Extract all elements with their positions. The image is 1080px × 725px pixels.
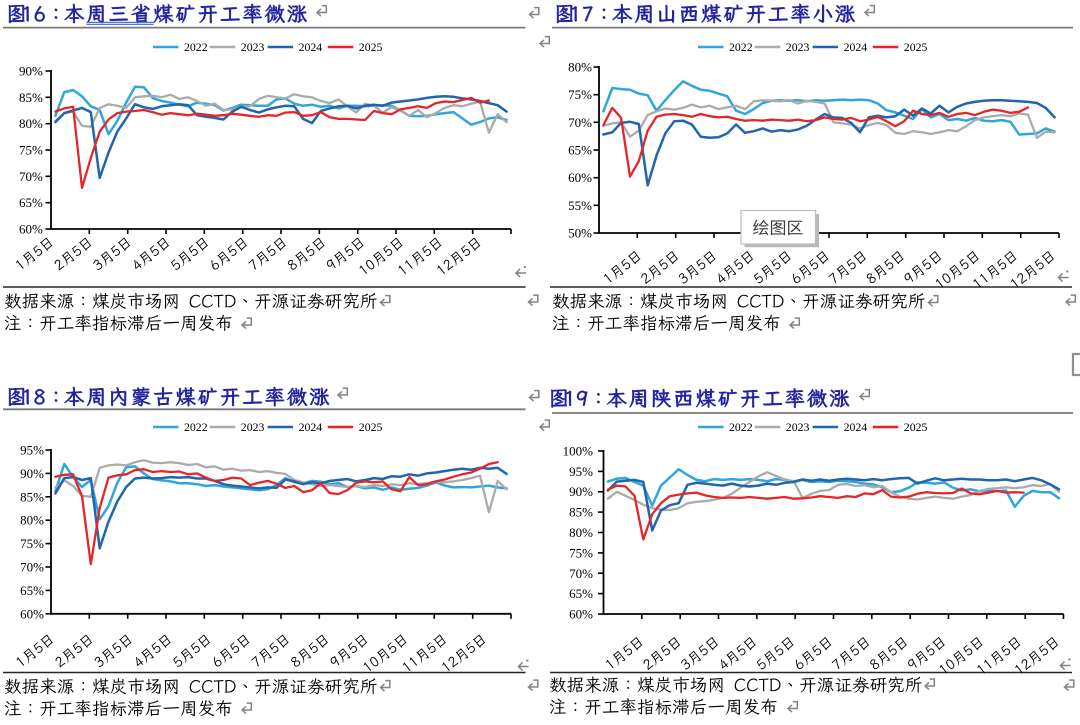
svg-text:80%: 80%	[19, 116, 43, 131]
svg-text:90%: 90%	[19, 64, 43, 79]
svg-text:2023: 2023	[241, 420, 265, 434]
svg-text:70%: 70%	[19, 169, 43, 184]
svg-text:100%: 100%	[563, 444, 594, 459]
svg-text:75%: 75%	[19, 143, 43, 158]
svg-text:80%: 80%	[20, 513, 44, 528]
svg-text:2024: 2024	[299, 420, 323, 434]
svg-text:65%: 65%	[569, 586, 593, 601]
svg-text:85%: 85%	[19, 90, 43, 105]
svg-text:2023: 2023	[786, 420, 810, 434]
svg-text:2022: 2022	[184, 420, 208, 434]
svg-text:2025: 2025	[359, 40, 383, 54]
svg-text:85%: 85%	[569, 505, 593, 520]
svg-text:2022: 2022	[729, 420, 753, 434]
svg-text:65%: 65%	[19, 195, 43, 210]
svg-text:90%: 90%	[20, 466, 44, 481]
svg-text:2025: 2025	[359, 420, 383, 434]
svg-text:60%: 60%	[19, 222, 43, 237]
svg-text:75%: 75%	[20, 536, 44, 551]
svg-text:75%: 75%	[568, 87, 592, 102]
svg-text:2024: 2024	[844, 40, 868, 54]
svg-text:2023: 2023	[241, 40, 265, 54]
svg-text:2024: 2024	[299, 40, 323, 54]
svg-text:60%: 60%	[568, 170, 592, 185]
svg-text:95%: 95%	[20, 443, 44, 458]
svg-text:70%: 70%	[20, 560, 44, 575]
svg-text:2022: 2022	[729, 40, 753, 54]
svg-text:2022: 2022	[184, 40, 208, 54]
svg-text:65%: 65%	[568, 143, 592, 158]
svg-text:70%: 70%	[568, 115, 592, 130]
svg-text:2025: 2025	[904, 40, 928, 54]
svg-text:55%: 55%	[568, 198, 592, 213]
svg-text:70%: 70%	[569, 566, 593, 581]
svg-text:60%: 60%	[569, 607, 593, 622]
svg-text:95%: 95%	[569, 464, 593, 479]
svg-text:80%: 80%	[569, 525, 593, 540]
svg-text:65%: 65%	[20, 583, 44, 598]
svg-text:50%: 50%	[568, 226, 592, 241]
svg-text:80%: 80%	[568, 60, 592, 75]
svg-text:2025: 2025	[904, 420, 928, 434]
svg-text:2024: 2024	[844, 420, 868, 434]
svg-text:90%: 90%	[569, 484, 593, 499]
svg-text:75%: 75%	[569, 545, 593, 560]
svg-text:2023: 2023	[786, 40, 810, 54]
svg-text:60%: 60%	[20, 606, 44, 621]
svg-text:85%: 85%	[20, 489, 44, 504]
